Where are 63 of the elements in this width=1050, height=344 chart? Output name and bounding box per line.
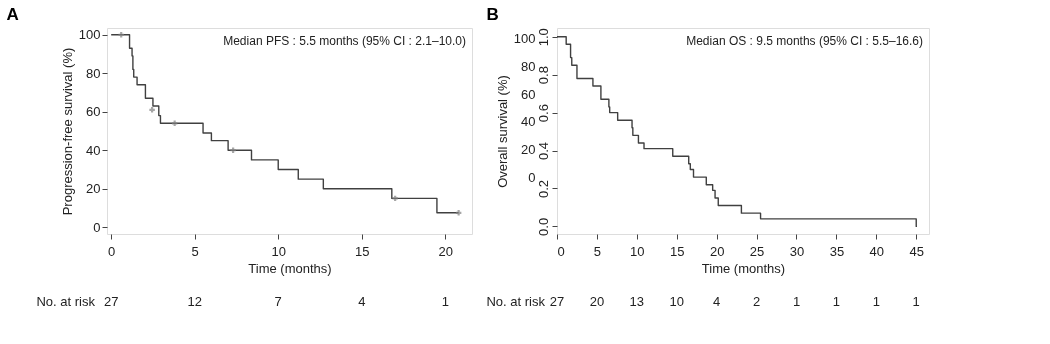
y-tick-label: 20 bbox=[521, 141, 536, 157]
y-tick-label: 20 bbox=[86, 181, 101, 197]
x-tick-label: 5 bbox=[191, 243, 199, 259]
annotation: Median PFS : 5.5 months (95% CI : 2.1–10.0) bbox=[223, 34, 466, 48]
x-tick-label: 5 bbox=[593, 243, 602, 259]
y-tick-label: 40 bbox=[521, 114, 536, 130]
y2-tick-label: 0.4 bbox=[535, 142, 551, 161]
y2-tick-label: 0.0 bbox=[535, 217, 551, 236]
x-tick-label: 10 bbox=[630, 243, 645, 259]
text: 1 bbox=[832, 294, 841, 309]
annotation: Median OS : 9.5 months (95% CI : 5.5–16.6) bbox=[686, 34, 923, 48]
y-tick-label: 60 bbox=[521, 86, 536, 102]
x-tick-label: 15 bbox=[670, 243, 685, 259]
y-tick-label: 80 bbox=[521, 58, 536, 74]
text: No. at risk bbox=[486, 294, 546, 309]
text: 4 bbox=[358, 294, 366, 309]
x-tick-label: 0 bbox=[108, 243, 116, 259]
y-tick-label: 0 bbox=[528, 169, 536, 185]
y-tick-label: 80 bbox=[86, 65, 101, 81]
y2-tick-label: 0.6 bbox=[535, 104, 551, 123]
chart-title: B bbox=[486, 4, 499, 24]
y2-tick-label: 1.0 bbox=[535, 28, 551, 47]
x-tick-label: 20 bbox=[438, 243, 454, 259]
y-tick-label: 60 bbox=[86, 104, 101, 120]
text: 13 bbox=[629, 294, 645, 309]
point bbox=[149, 107, 155, 113]
point bbox=[230, 147, 236, 153]
x-axis-title: Time (months) bbox=[248, 260, 332, 276]
x-axis-title: Time (months) bbox=[701, 260, 786, 276]
text: 10 bbox=[669, 294, 684, 309]
x-tick-label: 45 bbox=[909, 243, 924, 259]
x-tick-label: 30 bbox=[789, 243, 805, 259]
y2-tick-label: 0.2 bbox=[535, 179, 551, 199]
text: 7 bbox=[274, 294, 282, 309]
point bbox=[392, 195, 398, 202]
y-tick-label: 0 bbox=[93, 219, 101, 235]
text: No. at risk bbox=[36, 294, 96, 309]
text: 1 bbox=[792, 294, 801, 309]
x-tick-label: 20 bbox=[709, 243, 725, 259]
x-tick-label: 15 bbox=[355, 243, 370, 259]
text: 27 bbox=[549, 294, 565, 309]
y-tick-label: 40 bbox=[86, 142, 101, 158]
x-tick-label: 40 bbox=[869, 243, 885, 259]
chart-title: A bbox=[6, 5, 19, 24]
text: 1 bbox=[872, 294, 880, 309]
text: 2 bbox=[752, 294, 761, 309]
text: 27 bbox=[103, 294, 119, 309]
y-axis-title: Overall survival (%) bbox=[494, 75, 510, 188]
y2-tick-label: 0.8 bbox=[535, 66, 551, 85]
x-tick-label: 10 bbox=[271, 243, 286, 259]
point bbox=[455, 210, 462, 216]
text: 12 bbox=[187, 294, 202, 309]
point bbox=[118, 32, 124, 38]
y-tick-label: 100 bbox=[78, 27, 101, 43]
text: 20 bbox=[589, 294, 605, 309]
x-tick-label: 25 bbox=[749, 243, 765, 259]
y-tick-label: 100 bbox=[513, 31, 536, 47]
text: 1 bbox=[912, 294, 920, 309]
x-tick-label: 35 bbox=[829, 243, 845, 259]
text: 1 bbox=[441, 294, 449, 309]
x-tick-label: 0 bbox=[557, 243, 565, 259]
text: 4 bbox=[713, 294, 721, 309]
y-axis-title: Progression-free survival (%) bbox=[59, 47, 75, 216]
